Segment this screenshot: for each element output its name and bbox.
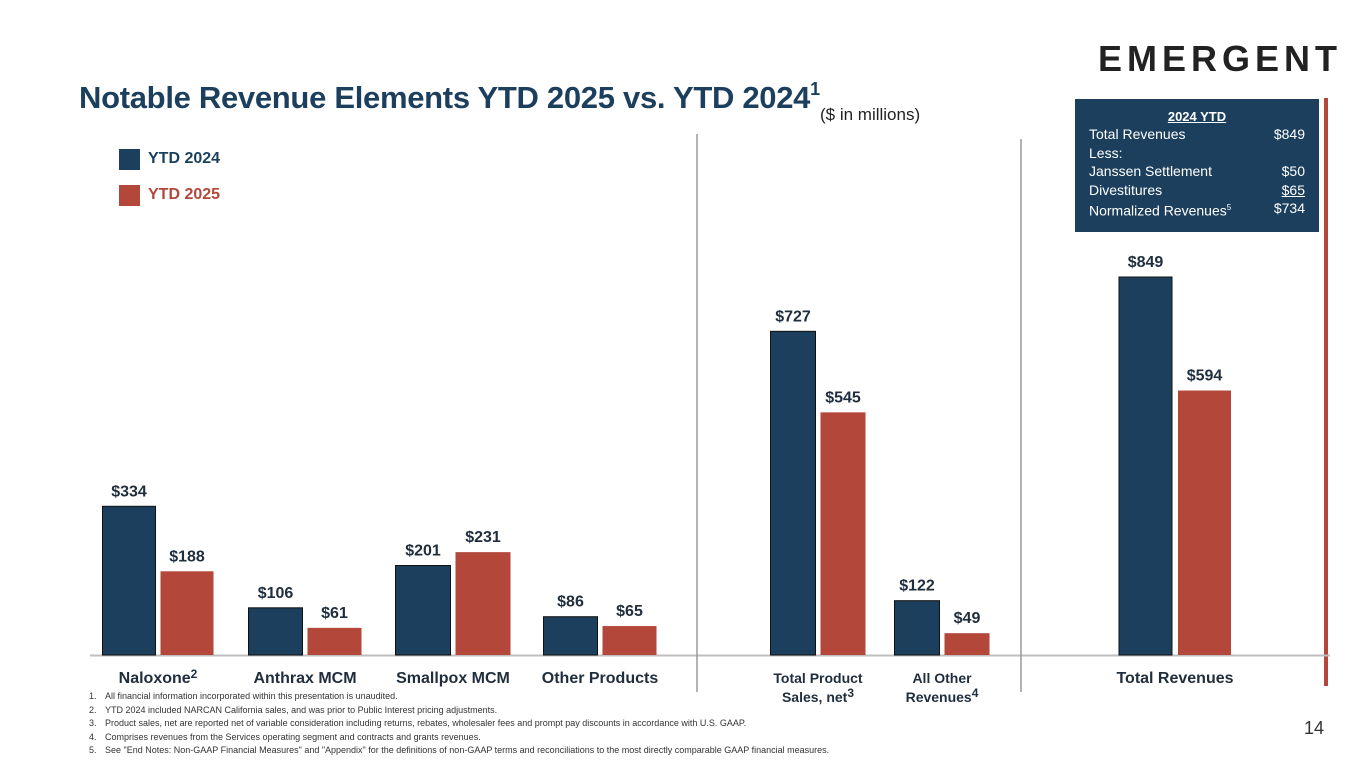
ytd-row-label: Normalized Revenues5: [1089, 199, 1231, 220]
footnote-text: Product sales, net are reported net of v…: [105, 718, 747, 728]
footnote-number: 5.: [89, 745, 97, 755]
footnote-text: YTD 2024 included NARCAN California sale…: [105, 704, 498, 715]
ytd-row-janssen-settlement: Janssen Settlement $50: [1089, 162, 1305, 181]
data-label: $106: [258, 585, 294, 602]
footnote-number: 4.: [89, 731, 97, 742]
units-note: ($ in millions): [820, 105, 921, 124]
footnote-text: See "End Notes: Non-GAAP Financial Measu…: [105, 745, 830, 755]
legend-item-ytd-2025: YTD 2025: [119, 184, 220, 206]
data-label: $545: [825, 389, 861, 406]
accent-divider: [1324, 98, 1328, 686]
legend-item-ytd-2024: YTD 2024: [119, 148, 220, 170]
ytd-row-label-footnote-ref: 5: [1226, 203, 1232, 212]
footnote-number: 2.: [89, 704, 97, 715]
category-label: All Other: [912, 670, 972, 686]
ytd-row-less: Less:: [1089, 144, 1305, 163]
data-label: $86: [557, 594, 584, 611]
footnote-number: 3.: [89, 718, 97, 728]
ytd-row-value: $50: [1281, 163, 1305, 179]
bar-ytd-2024: [543, 616, 598, 656]
footnote: 3. Product sales, net are reported net of…: [89, 717, 829, 731]
emergent-logo: EMERGENT: [1098, 38, 1343, 79]
page-title: Notable Revenue Elements YTD 2025 vs. YT…: [79, 78, 820, 116]
bar-ytd-2024: [894, 600, 940, 656]
ytd-row-divestitures: Divestitures $65: [1089, 181, 1305, 200]
footnote-text: All financial information incorporated w…: [105, 691, 398, 701]
ytd-2024-summary-box: 2024 YTD Total Revenues $849 Less: Janss…: [1075, 99, 1319, 232]
data-label: $849: [1128, 254, 1164, 271]
category-label: Other Products: [542, 670, 659, 687]
data-label: $61: [321, 605, 348, 622]
category-label: Smallpox MCM: [396, 670, 510, 687]
title-text: Notable Revenue Elements YTD 2025 vs. YT…: [79, 80, 811, 115]
bar-ytd-2025: [307, 627, 362, 655]
footnote-text: Comprises revenues from the Services ope…: [105, 731, 481, 742]
category-label: Total Revenues: [1116, 670, 1233, 687]
bar-ytd-2025: [1178, 390, 1231, 655]
ytd-row-label: Less:: [1089, 144, 1123, 161]
ytd-row-label: Total Revenues: [1089, 126, 1186, 142]
ytd-row-label-text: Normalized Revenues: [1089, 202, 1227, 219]
data-label: $122: [899, 578, 935, 595]
footnote: 1. All financial information incorporated…: [89, 690, 829, 704]
category-label: Anthrax MCM: [253, 670, 356, 687]
data-label: $49: [954, 610, 981, 627]
footnotes: 1. All financial information incorporated…: [89, 690, 829, 758]
bar-ytd-2024: [102, 505, 156, 656]
ytd-box-title: 2024 YTD: [1167, 109, 1227, 124]
footnote: 5. See "End Notes: Non-GAAP Financial Mea…: [89, 744, 829, 758]
ytd-row-value: $849: [1273, 126, 1305, 142]
bar-ytd-2025: [944, 633, 990, 655]
footnote: 4. Comprises revenues from the Services o…: [89, 731, 829, 745]
ytd-row-label: Divestitures: [1089, 181, 1163, 198]
bar-ytd-2025: [455, 552, 511, 655]
bar-ytd-2025: [820, 412, 866, 655]
bar-ytd-2024: [248, 607, 303, 656]
category-label: Naloxone2: [119, 667, 198, 687]
bar-ytd-2024: [1118, 276, 1173, 656]
bar-ytd-2025: [160, 571, 214, 655]
data-label: $334: [111, 483, 147, 500]
ytd-row-label: Janssen Settlement: [1089, 163, 1212, 179]
data-label: $231: [465, 529, 501, 546]
page-number: 14: [1304, 718, 1325, 738]
ytd-row-total-revenues: Total Revenues $849: [1089, 125, 1305, 144]
bar-ytd-2024: [395, 565, 451, 656]
data-label: $594: [1187, 368, 1223, 385]
data-label: $201: [405, 543, 441, 560]
category-label: Total Product: [773, 670, 863, 686]
data-label: $727: [775, 308, 811, 325]
category-label: Revenues4: [906, 686, 979, 705]
footnote: 2. YTD 2024 included NARCAN California sa…: [89, 704, 829, 718]
ytd-row-normalized-revenues: Normalized Revenues5 $734: [1089, 199, 1305, 220]
ytd-row-value: $65: [1281, 181, 1305, 198]
data-label: $188: [169, 548, 205, 565]
data-label: $65: [616, 603, 643, 620]
title-footnote-ref: 1: [810, 78, 820, 99]
legend-swatch-ytd-2025: [119, 184, 140, 206]
bar-ytd-2025: [602, 626, 657, 655]
legend-swatch-ytd-2024: [119, 148, 140, 170]
legend-label-ytd-2024: YTD 2024: [148, 150, 221, 167]
bar-ytd-2024: [770, 330, 816, 656]
legend-label-ytd-2025: YTD 2025: [148, 186, 221, 203]
category-label: Sales, net3: [782, 686, 854, 705]
ytd-row-value: $734: [1273, 200, 1305, 216]
footnote-number: 1.: [89, 691, 97, 701]
